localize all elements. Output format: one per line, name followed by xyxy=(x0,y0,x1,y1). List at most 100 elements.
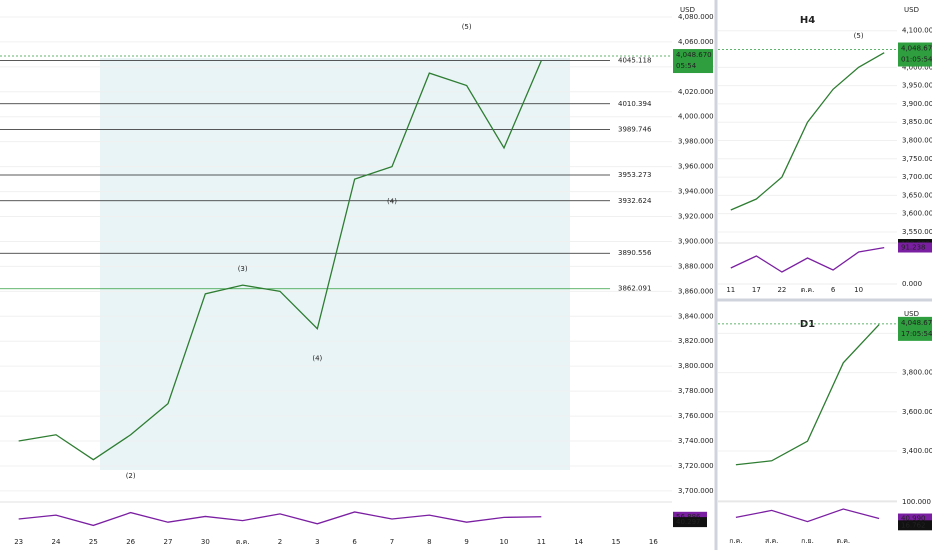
y-tick-label: 3,940.000 xyxy=(678,188,714,196)
currency-label: USD xyxy=(680,6,695,14)
y-tick-label: 3,800.000 xyxy=(902,369,932,377)
level-label: 4010.394 xyxy=(618,100,652,108)
x-tick-label: 8 xyxy=(427,538,431,546)
y-tick-label: 3,700.000 xyxy=(902,173,932,181)
level-label: 3953.273 xyxy=(618,171,651,179)
x-tick-label: 26 xyxy=(126,538,135,546)
x-tick-label: 15 xyxy=(612,538,621,546)
wave-label: (3) xyxy=(238,265,248,273)
y-tick-label: 3,860.000 xyxy=(678,287,714,295)
y-tick-label: 3,600.000 xyxy=(902,210,932,218)
osc-tag-label: 56.886 xyxy=(676,513,701,521)
range-shade xyxy=(100,58,570,470)
currency-label: USD xyxy=(904,310,919,318)
x-tick-label: 11 xyxy=(726,286,735,294)
osc-tag xyxy=(898,513,932,524)
price-countdown: 17:05:54 xyxy=(901,330,932,338)
y-tick-label: 3,920.000 xyxy=(678,213,714,221)
x-tick-label: 30 xyxy=(201,538,210,546)
osc-tag xyxy=(673,517,707,528)
y-tick-label: 3,400.000 xyxy=(902,447,932,455)
x-tick-label: 7 xyxy=(390,538,394,546)
osc-tick-label: 100.000 xyxy=(902,498,931,506)
x-tick-label: 24 xyxy=(52,538,61,546)
y-tick-label: 3,550.000 xyxy=(902,228,932,236)
y-tick-label: 3,800.000 xyxy=(902,136,932,144)
x-tick-label: 6 xyxy=(352,538,357,546)
y-tick-label: 3,840.000 xyxy=(678,312,714,320)
panel-title: D1 xyxy=(800,319,815,330)
level-label: 3932.624 xyxy=(618,197,652,205)
osc-tag xyxy=(673,511,707,522)
panel-title: H4 xyxy=(800,15,815,26)
x-tick-label: ก.ค. xyxy=(729,537,742,545)
price-countdown: 05:54 xyxy=(676,62,697,70)
y-tick-label: 4,000.000 xyxy=(902,63,932,71)
y-tick-label: 3,980.000 xyxy=(678,138,714,146)
price-tag-label: 4,048.670 xyxy=(901,319,932,327)
x-tick-label: 23 xyxy=(14,538,23,546)
x-tick-label: ต.ค. xyxy=(801,286,815,294)
x-tick-label: 17 xyxy=(752,286,761,294)
price-countdown: 01:05:54 xyxy=(901,56,932,64)
level-label: 3862.091 xyxy=(618,285,651,293)
x-tick-label: 16 xyxy=(649,538,658,546)
level-label: 3890.556 xyxy=(618,249,652,257)
y-tick-label: 3,780.000 xyxy=(678,387,714,395)
x-tick-label: 25 xyxy=(89,538,98,546)
price-tag xyxy=(898,316,932,341)
y-tick-label: 3,650.000 xyxy=(902,191,932,199)
y-tick-label: 4,000.000 xyxy=(678,113,714,121)
y-tick-label: 3,850.000 xyxy=(902,118,932,126)
x-tick-label: 10 xyxy=(500,538,509,546)
x-tick-label: 6 xyxy=(831,286,836,294)
x-tick-label: 11 xyxy=(537,538,546,546)
currency-label: USD xyxy=(904,6,919,14)
price-line xyxy=(730,52,885,211)
y-tick-label: 3,880.000 xyxy=(678,262,714,270)
x-tick-label: 9 xyxy=(464,538,468,546)
x-tick-label: ส.ค. xyxy=(765,537,778,545)
y-tick-label: 3,900.000 xyxy=(678,237,714,245)
y-tick-label: 4,080.000 xyxy=(678,13,714,21)
x-tick-label: ต.ค. xyxy=(836,537,850,545)
price-tag xyxy=(898,42,932,67)
y-tick-label: 4,100.000 xyxy=(902,27,932,35)
y-tick-label: 3,900.000 xyxy=(902,100,932,108)
price-tag-label: 4,048.670 xyxy=(676,51,712,59)
y-tick-label: 3,740.000 xyxy=(678,437,714,445)
osc-tag-label: 16.762 xyxy=(901,521,926,529)
y-tick-label: 3,700.000 xyxy=(678,487,714,495)
y-tick-label: 3,760.000 xyxy=(678,412,714,420)
price-line xyxy=(18,60,542,461)
x-tick-label: 27 xyxy=(164,538,173,546)
y-tick-label: 3,600.000 xyxy=(902,408,932,416)
wave-label: (4) xyxy=(387,198,397,206)
osc-tag-label: 91.238 xyxy=(901,244,926,252)
wave-label: (2) xyxy=(126,472,136,480)
x-tick-label: ต.ค. xyxy=(236,538,250,546)
oscillator-line xyxy=(735,508,880,523)
x-tick-label: 22 xyxy=(777,286,786,294)
osc-tag xyxy=(898,242,932,253)
price-line xyxy=(735,324,880,466)
price-tag-label: 4,048.670 xyxy=(901,45,932,53)
wave-label: (5) xyxy=(854,32,864,40)
x-tick-label: 2 xyxy=(278,538,282,546)
level-label: 4045.118 xyxy=(618,56,651,64)
oscillator-line xyxy=(18,511,542,527)
oscillator-line xyxy=(730,246,885,273)
x-tick-label: ก.ย. xyxy=(801,537,814,545)
price-tag xyxy=(673,49,713,74)
osc-tag-label: 40.990 xyxy=(901,515,926,523)
y-tick-label: 3,800.000 xyxy=(678,362,714,370)
y-tick-label: 4,060.000 xyxy=(678,38,714,46)
y-tick-label: 3,950.000 xyxy=(902,82,932,90)
x-tick-label: 10 xyxy=(854,286,863,294)
y-tick-label: 3,820.000 xyxy=(678,337,714,345)
y-tick-label: 3,750.000 xyxy=(902,155,932,163)
osc-tag-label: 40.297 xyxy=(676,518,701,526)
x-tick-label: 3 xyxy=(315,538,319,546)
y-tick-label: 3,960.000 xyxy=(678,163,714,171)
